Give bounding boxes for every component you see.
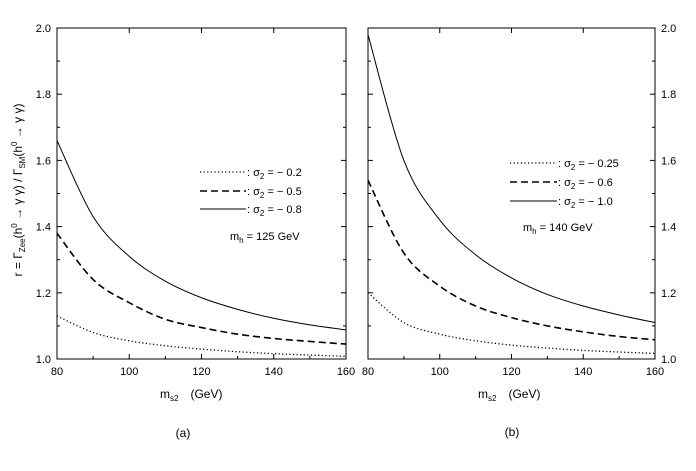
ylabel-sup2: 0	[10, 141, 19, 146]
panel-b-xlabel-sub: s2	[488, 394, 497, 403]
panel-b-series-dashed-line	[367, 179, 656, 341]
panel-a-label: (a)	[176, 426, 191, 440]
legend-colon: :	[247, 167, 253, 179]
legend-value: = − 0.25	[575, 158, 618, 170]
legend-sigma: σ	[253, 167, 260, 179]
legend-sigma: σ	[564, 158, 571, 170]
panel-b-legend-entry: : σ2 = − 0.6	[558, 177, 613, 191]
panel-b-series-dotted-line	[367, 292, 656, 355]
panel-a-xlabel-unit: (GeV)	[190, 387, 222, 401]
legend-sigma-sub: 2	[260, 172, 265, 181]
legend-value: = − 0.2	[264, 167, 301, 179]
panel-a-curves	[56, 140, 347, 358]
legend-value: = − 0.8	[264, 204, 301, 216]
ylabel-r: r = Γ	[11, 252, 25, 277]
panel-a-mh-value: = 125 GeV	[244, 231, 301, 243]
panel-b-y-tick-label: 1.0	[661, 354, 676, 366]
panel-b-curves	[367, 34, 656, 355]
legend-sigma-sub: 2	[260, 209, 265, 218]
panel-b-x-axis-title: ms2 (GeV)	[478, 387, 540, 403]
panel-a-mh-sub: h	[239, 236, 243, 245]
panel-a-mh-annotation: mh = 125 GeV	[230, 231, 300, 245]
panel-a-x-tick-label: 120	[192, 366, 210, 378]
panel-a-frame	[56, 27, 347, 360]
panel-b-x-tick-label: 140	[574, 366, 592, 378]
panel-a-xlabel-m: m	[160, 387, 170, 401]
panel-a-series-solid-line	[56, 140, 347, 331]
ylabel-h1: (h	[11, 228, 25, 239]
legend-sigma: σ	[564, 177, 571, 189]
ylabel-arrow1: → γ γ) / Γ	[11, 168, 25, 223]
panel-b-x-tick-label: 160	[646, 366, 664, 378]
legend-colon: :	[558, 177, 564, 189]
legend-value: = − 0.6	[575, 177, 612, 189]
legend-sigma-sub: 2	[571, 182, 576, 191]
panel-a-ticks: 80 100 120 140 160 1.0 1.2 1.4 1.6 1.8 2.0	[36, 23, 355, 378]
legend-sigma: σ	[564, 196, 571, 208]
panel-b-series-solid-line	[367, 34, 656, 324]
panel-a-y-tick-label: 1.0	[36, 354, 51, 366]
panel-b-y-tick-label: 1.2	[661, 288, 676, 300]
ylabel-h2: (h	[11, 146, 25, 157]
panel-b-y-tick-label: 1.4	[661, 222, 676, 234]
panel-a-x-axis-title: ms2 (GeV)	[160, 387, 222, 403]
ylabel-sub-sm: SM	[18, 156, 27, 168]
legend-sigma-sub: 2	[571, 163, 576, 172]
ylabel-sup1: 0	[10, 223, 19, 228]
panel-b-mh-m: m	[523, 222, 532, 234]
panel-b-x-tick-label: 80	[362, 366, 374, 378]
panel-b-mh-sub: h	[532, 227, 536, 236]
panel-b-frame	[367, 27, 656, 360]
panel-a-y-tick-label: 1.2	[36, 288, 51, 300]
panel-b-legend: : σ2 = − 0.25: σ2 = − 0.6: σ2 = − 1.0	[510, 158, 619, 210]
panel-a-legend-entry: : σ2 = − 0.2	[247, 167, 302, 181]
panel-a-mh-m: m	[230, 231, 239, 243]
panel-b-mh-value: = 140 GeV	[537, 222, 594, 234]
panel-b-mh-annotation: mh = 140 GeV	[523, 222, 593, 236]
panel-a-series-dashed-line	[56, 232, 347, 345]
legend-sigma-sub: 2	[260, 191, 265, 200]
panel-a-legend-entry: : σ2 = − 0.8	[247, 204, 302, 218]
panel-b-xlabel-m: m	[478, 387, 488, 401]
panel-b-y-tick-label: 2.0	[661, 23, 676, 35]
legend-value: = − 0.5	[264, 186, 301, 198]
legend-colon: :	[558, 158, 564, 170]
panel-b-y-tick-label: 1.8	[661, 89, 676, 101]
legend-colon: :	[558, 196, 564, 208]
panel-a-series-dotted-line	[56, 315, 347, 358]
y-axis-title: r = ΓZee(h0 → γ γ) / ΓSM(h0 → γ γ)	[10, 104, 27, 277]
panel-a-legend: : σ2 = − 0.2: σ2 = − 0.5: σ2 = − 0.8	[200, 167, 302, 218]
panel-a-x-tick-label: 160	[337, 366, 355, 378]
panel-b-label: (b)	[505, 425, 520, 439]
panel-b-xlabel-unit: (GeV)	[508, 387, 540, 401]
panel-a-y-tick-label: 1.4	[36, 222, 51, 234]
panel-a-y-tick-label: 1.6	[36, 155, 51, 167]
legend-colon: :	[247, 186, 253, 198]
panel-b-legend-entry: : σ2 = − 1.0	[558, 196, 613, 210]
panel-b-y-tick-label: 1.6	[661, 155, 676, 167]
panel-b-x-tick-label: 100	[431, 366, 449, 378]
legend-sigma-sub: 2	[571, 201, 576, 210]
panel-a-x-tick-label: 80	[51, 366, 63, 378]
panel-a-y-tick-label: 1.8	[36, 89, 51, 101]
legend-value: = − 1.0	[575, 196, 612, 208]
legend-colon: :	[247, 204, 253, 216]
legend-sigma: σ	[253, 204, 260, 216]
panel-a-xlabel-sub: s2	[170, 394, 179, 403]
panel-b-x-tick-label: 120	[502, 366, 520, 378]
ylabel-sub-zee: Zee	[18, 238, 27, 252]
panel-a-x-tick-label: 140	[265, 366, 283, 378]
panel-a-legend-entry: : σ2 = − 0.5	[247, 186, 302, 200]
panel-a-y-tick-label: 2.0	[36, 23, 51, 35]
legend-sigma: σ	[253, 186, 260, 198]
panel-b-legend-entry: : σ2 = − 0.25	[558, 158, 619, 172]
panel-a-x-tick-label: 100	[120, 366, 138, 378]
ylabel-arrow2: → γ γ)	[11, 104, 25, 142]
